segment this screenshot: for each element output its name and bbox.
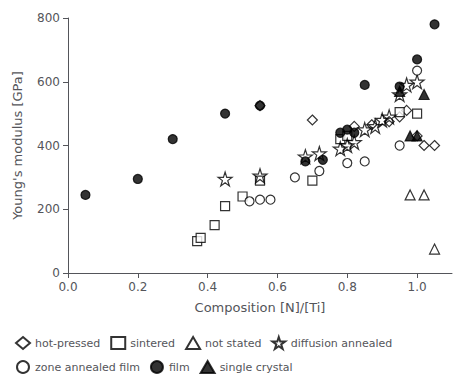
svg-text:0.2: 0.2 bbox=[128, 280, 147, 294]
svg-text:0.6: 0.6 bbox=[268, 280, 287, 294]
svg-text:1.0: 1.0 bbox=[408, 280, 427, 294]
svg-text:not stated: not stated bbox=[205, 337, 261, 350]
svg-text:400: 400 bbox=[37, 139, 60, 153]
svg-text:single crystal: single crystal bbox=[220, 361, 293, 374]
svg-text:Composition [N]/[Ti]: Composition [N]/[Ti] bbox=[195, 300, 326, 315]
svg-text:600: 600 bbox=[37, 75, 60, 89]
svg-text:sintered: sintered bbox=[130, 337, 175, 350]
svg-text:0.4: 0.4 bbox=[198, 280, 217, 294]
svg-text:0: 0 bbox=[52, 266, 60, 280]
svg-text:0.8: 0.8 bbox=[338, 280, 357, 294]
svg-text:diffusion annealed: diffusion annealed bbox=[291, 337, 393, 350]
svg-text:200: 200 bbox=[37, 202, 60, 216]
svg-text:0.0: 0.0 bbox=[58, 280, 77, 294]
svg-text:zone annealed film: zone annealed film bbox=[35, 361, 140, 374]
svg-text:film: film bbox=[169, 361, 190, 374]
svg-text:Young's modulus [GPa]: Young's modulus [GPa] bbox=[10, 71, 25, 221]
svg-text:800: 800 bbox=[37, 11, 60, 25]
svg-text:hot-pressed: hot-pressed bbox=[35, 337, 100, 350]
